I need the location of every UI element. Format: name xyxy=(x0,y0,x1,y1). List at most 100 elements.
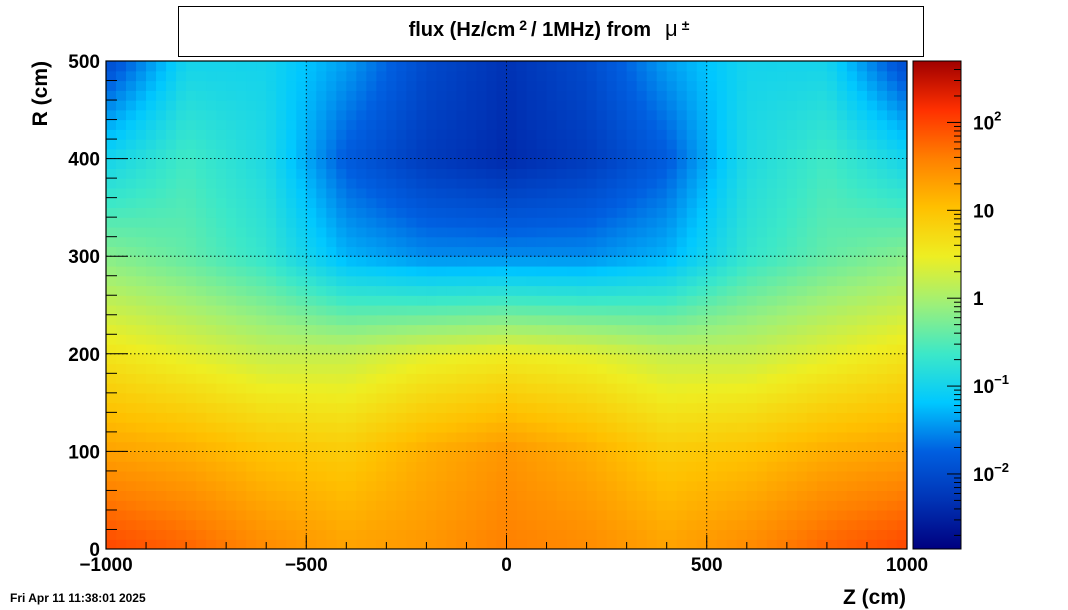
heatmap-cell xyxy=(376,246,387,257)
heatmap-cell xyxy=(366,90,377,101)
heatmap-cell xyxy=(736,70,748,82)
heatmap-cell xyxy=(216,265,227,277)
heatmap-cell xyxy=(286,119,297,130)
heatmap-cell xyxy=(716,470,728,482)
heatmap-cell xyxy=(196,139,207,150)
heatmap-cell xyxy=(406,80,417,91)
heatmap-cell xyxy=(616,148,628,160)
heatmap-cell xyxy=(166,461,177,472)
heatmap-cell xyxy=(256,490,267,501)
heatmap-cell xyxy=(706,100,718,111)
y-tick-label: 300 xyxy=(68,247,100,268)
heatmap-cell xyxy=(466,353,478,365)
heatmap-cell xyxy=(836,509,848,521)
heatmap-cell xyxy=(796,246,808,257)
heatmap-cell xyxy=(316,490,327,501)
heatmap-cell xyxy=(476,383,488,394)
heatmap-cell xyxy=(186,470,197,482)
heatmap-cell xyxy=(656,363,668,374)
heatmap-cell xyxy=(626,100,638,111)
heatmap-cell xyxy=(666,451,678,462)
heatmap-cell xyxy=(406,158,417,169)
heatmap-cell xyxy=(506,529,518,540)
heatmap-cell xyxy=(716,285,728,296)
heatmap-cell xyxy=(686,314,698,326)
heatmap-cell xyxy=(136,490,147,501)
heatmap-cell xyxy=(256,217,267,228)
heatmap-cell xyxy=(496,334,508,345)
heatmap-cell xyxy=(606,275,618,287)
heatmap-cell xyxy=(106,470,117,482)
heatmap-cell xyxy=(266,236,277,248)
heatmap-cell xyxy=(316,470,327,482)
heatmap-cell xyxy=(526,178,538,189)
heatmap-cell xyxy=(406,373,417,384)
heatmap-cell xyxy=(386,256,397,267)
heatmap-cell xyxy=(216,187,227,199)
heatmap-cell xyxy=(816,158,828,169)
heatmap-cell xyxy=(266,207,277,218)
heatmap-cell xyxy=(326,402,337,413)
heatmap-cell xyxy=(696,529,708,540)
heatmap-cell xyxy=(276,158,287,169)
heatmap-cell xyxy=(326,422,337,433)
heatmap-cell xyxy=(796,129,808,140)
heatmap-cell xyxy=(796,109,808,121)
heatmap-cell xyxy=(896,265,907,277)
heatmap-cell xyxy=(436,334,448,345)
heatmap-cell xyxy=(586,178,598,189)
heatmap-cell xyxy=(226,129,237,140)
heatmap-cell xyxy=(256,509,267,521)
heatmap-cell xyxy=(846,500,858,511)
heatmap-cell xyxy=(286,344,297,355)
heatmap-cell xyxy=(846,324,858,335)
heatmap-cell xyxy=(606,80,618,91)
heatmap-cell xyxy=(886,324,898,335)
heatmap-cell xyxy=(446,519,458,531)
heatmap-cell xyxy=(346,305,357,316)
heatmap-cell xyxy=(886,119,898,130)
heatmap-cell xyxy=(106,383,117,394)
heatmap-cell xyxy=(746,148,758,160)
heatmap-cell xyxy=(636,422,648,433)
heatmap-cell xyxy=(846,285,858,296)
heatmap-cell xyxy=(296,226,307,238)
heatmap-cell xyxy=(556,353,568,365)
heatmap-cell xyxy=(306,539,317,549)
heatmap-cell xyxy=(536,461,548,472)
heatmap-cell xyxy=(646,109,658,121)
heatmap-cell xyxy=(196,236,207,248)
heatmap-cell xyxy=(446,363,458,374)
heatmap-cell xyxy=(246,461,257,472)
heatmap-cell xyxy=(746,344,758,355)
heatmap-cell xyxy=(506,480,518,492)
heatmap-cell xyxy=(166,70,177,82)
heatmap-cell xyxy=(766,90,778,101)
heatmap-cell xyxy=(876,168,888,179)
heatmap-cell xyxy=(686,148,698,160)
heatmap-cell xyxy=(766,119,778,130)
heatmap-cell xyxy=(756,509,768,521)
x-tick-label: 500 xyxy=(691,555,723,576)
heatmap-cell xyxy=(576,80,588,91)
heatmap-cell xyxy=(156,539,167,549)
heatmap-cell xyxy=(876,197,888,208)
heatmap-cell xyxy=(666,373,678,384)
heatmap-cell xyxy=(176,431,187,443)
heatmap-cell xyxy=(136,70,147,82)
heatmap-cell xyxy=(766,80,778,91)
heatmap-cell xyxy=(756,139,768,150)
heatmap-cell xyxy=(476,197,488,208)
heatmap-cell xyxy=(436,139,448,150)
heatmap-cell xyxy=(216,168,227,179)
heatmap-cell xyxy=(296,256,307,267)
heatmap-cell xyxy=(656,305,668,316)
heatmap-cell xyxy=(856,226,868,238)
heatmap-cell xyxy=(306,207,317,218)
heatmap-cell xyxy=(306,402,317,413)
heatmap-cell xyxy=(356,509,367,521)
heatmap-cell xyxy=(776,265,788,277)
heatmap-cell xyxy=(386,422,397,433)
heatmap-cell xyxy=(426,353,438,365)
heatmap-cell xyxy=(336,324,347,335)
